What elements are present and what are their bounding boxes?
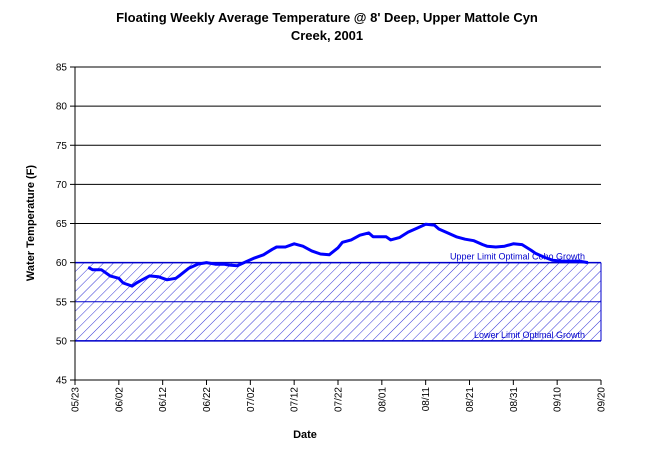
x-tick-label: 06/12	[158, 387, 169, 412]
data-line	[87, 222, 589, 288]
x-tick-label: 08/01	[377, 387, 388, 412]
x-tick-label: 08/11	[421, 387, 432, 412]
x-tick-label: 07/12	[290, 387, 301, 412]
y-tick-label: 70	[56, 180, 68, 191]
band-label: Lower Limit Optimal Growth	[474, 330, 585, 340]
y-tick-label: 65	[56, 219, 68, 230]
y-tick-label: 60	[56, 258, 68, 269]
band-label: Upper Limit Optimal Coho Growth	[450, 252, 585, 262]
y-tick-label: 75	[56, 141, 68, 152]
y-tick-label: 55	[56, 297, 68, 308]
x-tick-label: 09/10	[553, 387, 564, 412]
x-tick-label: 09/20	[597, 387, 608, 412]
y-tick-label: 45	[56, 376, 68, 387]
x-tick-label: 06/22	[202, 387, 213, 412]
y-tick-label: 80	[56, 102, 68, 113]
x-axis-label: Date	[293, 429, 317, 441]
x-tick-label: 07/02	[246, 387, 257, 412]
x-tick-label: 06/02	[114, 387, 125, 412]
x-tick-label: 08/21	[465, 387, 476, 412]
y-tick-label: 50	[56, 336, 68, 347]
x-tick-label: 07/22	[334, 387, 345, 412]
x-tick-label: 08/31	[509, 387, 520, 412]
chart-title: Floating Weekly Average Temperature @ 8'…	[116, 10, 538, 25]
chart-title: Creek, 2001	[291, 28, 363, 43]
x-tick-label: 05/23	[71, 387, 82, 412]
y-tick-label: 85	[56, 63, 68, 74]
y-axis-label: Water Temperature (F)	[25, 165, 37, 281]
